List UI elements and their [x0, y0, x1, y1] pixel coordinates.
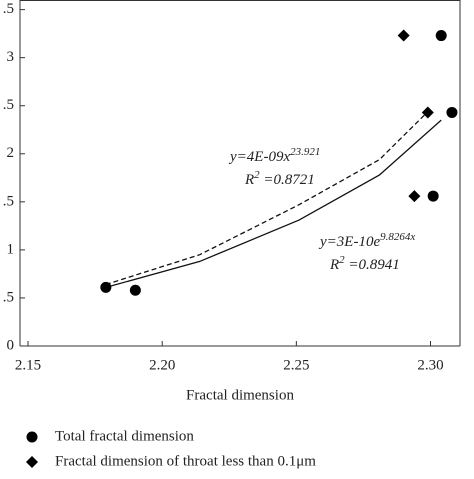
point [435, 30, 447, 42]
annotation-rest: =0.8941 [345, 257, 400, 273]
annotation-base: R [329, 257, 339, 273]
legend-marker [26, 456, 38, 468]
y-tick-label: .5 [3, 1, 14, 17]
annotation: R2 =0.8941 [329, 254, 400, 274]
y-tick-label: .5 [3, 289, 14, 305]
point [100, 281, 112, 293]
annotation-rest: =0.8721 [260, 172, 315, 188]
trend-line [105, 119, 442, 288]
point [421, 106, 434, 119]
y-tick-label: 1 [7, 241, 15, 257]
y-tick-label: .5 [3, 193, 14, 209]
legend-label: Total fractal dimension [55, 428, 194, 444]
legend-marker [26, 431, 38, 443]
point [408, 190, 421, 203]
x-axis-title: Fractal dimension [186, 387, 294, 403]
annotation-exponent: 2 [339, 254, 345, 266]
annotation: R2 =0.8721 [244, 169, 315, 189]
point [446, 106, 458, 118]
point [129, 284, 141, 296]
annotation-exponent: 2 [254, 169, 260, 181]
annotation: y=4E-09x23.921 [228, 146, 320, 166]
y-tick-label: 2 [7, 145, 15, 161]
annotation-exponent: 9.8264x [380, 231, 415, 243]
annotation: y=3E-10e9.8264x [318, 231, 415, 251]
y-tick-label: .5 [3, 97, 14, 113]
trend-line [105, 113, 426, 286]
annotation-base: y=4E-09x [228, 149, 290, 165]
annotation-base: y=3E-10e [318, 234, 380, 250]
x-tick-label: 2.30 [417, 357, 443, 373]
annotation-base: R [244, 172, 254, 188]
y-tick-label: 3 [7, 49, 15, 65]
x-tick-label: 2.25 [283, 357, 309, 373]
legend-label: Fractal dimension of throat less than 0.… [55, 453, 316, 469]
annotation-exponent: 23.921 [290, 146, 320, 158]
point [397, 29, 410, 42]
x-tick-label: 2.20 [149, 357, 175, 373]
y-tick-label: 0 [7, 337, 15, 353]
x-tick-label: 2.15 [15, 357, 41, 373]
point [427, 190, 439, 202]
